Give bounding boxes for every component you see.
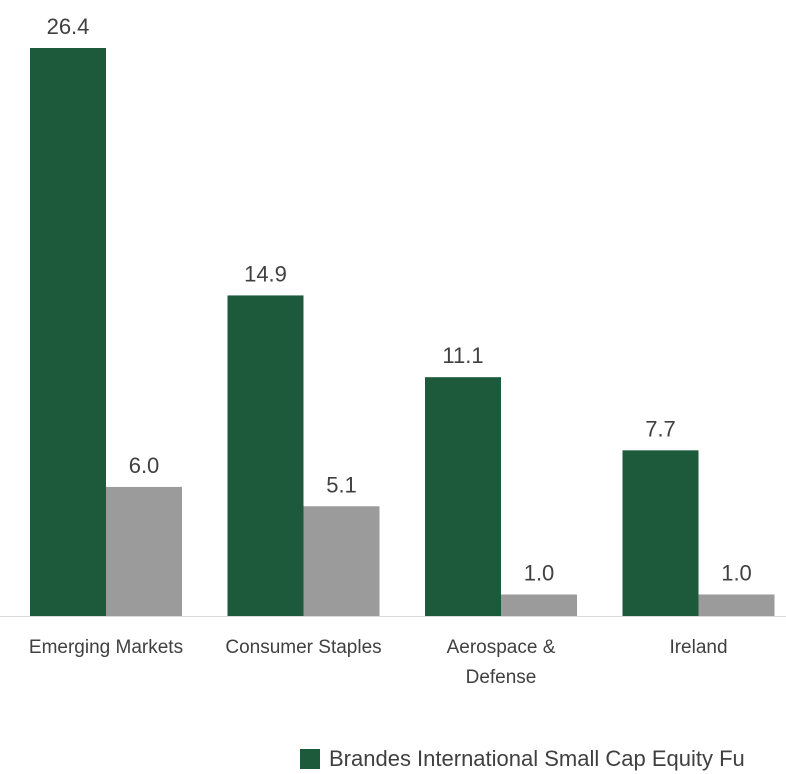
data-label: 7.7 (645, 416, 676, 441)
bar-series-1-2 (501, 594, 577, 616)
data-label: 5.1 (326, 472, 357, 497)
data-label: 11.1 (442, 343, 483, 368)
bar-chart: 26.4 14.9 11.1 7.7 6.0 5.1 1.0 1.0 Emerging Mark… (0, 14, 786, 688)
bar-series-0-1 (227, 295, 304, 616)
legend-label: Brandes International Small Cap Equity F… (329, 746, 745, 771)
data-label: 1.0 (721, 560, 752, 585)
bar-series-1-0 (106, 486, 182, 616)
bar-series-1-3 (698, 594, 775, 616)
bar-series-0-0 (30, 48, 106, 616)
x-tick-label: Emerging Markets (29, 637, 183, 658)
data-label: 6.0 (129, 453, 160, 478)
x-tick-label: Aerospace & (447, 637, 556, 658)
data-label: 26.4 (47, 14, 90, 39)
data-label: 14.9 (244, 261, 287, 286)
bar-series-1-1 (303, 506, 380, 616)
legend-swatch (300, 749, 320, 769)
x-tick-label: Ireland (669, 637, 727, 658)
data-label: 1.0 (524, 560, 555, 585)
bar-series-0-3 (622, 450, 699, 616)
x-tick-label: Defense (466, 667, 537, 688)
bar-series-0-2 (425, 377, 501, 616)
x-tick-label: Consumer Staples (225, 637, 381, 658)
legend: Brandes International Small Cap Equity F… (300, 744, 786, 774)
